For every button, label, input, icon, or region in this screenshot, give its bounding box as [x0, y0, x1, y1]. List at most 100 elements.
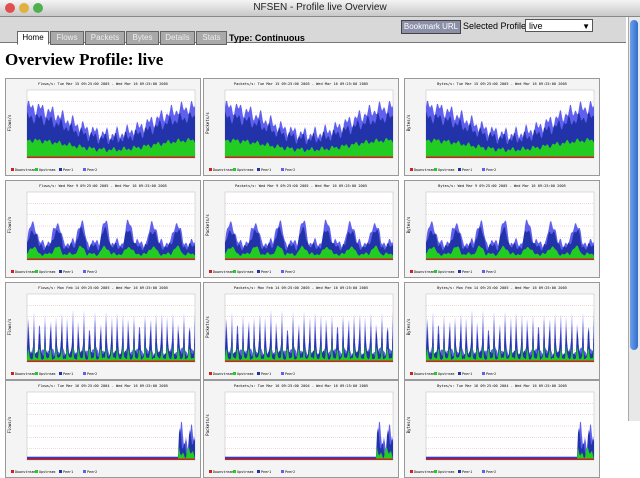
baseline: [225, 360, 393, 362]
graph-thumbnail[interactable]: Flows/s: Tue Mar 16 09:25:00 2004 - Wed …: [5, 380, 201, 478]
legend-swatch: [281, 270, 284, 273]
baseline: [225, 156, 393, 158]
legend-label: Upstream: [39, 270, 55, 274]
legend-label: Downstream: [213, 168, 233, 172]
baseline: [27, 258, 195, 260]
graph-thumbnail[interactable]: Packets/s: Mon Feb 14 09:25:00 2005 - We…: [203, 282, 399, 380]
bookmark-button[interactable]: Bookmark URL: [401, 20, 461, 34]
baseline: [426, 258, 594, 260]
graph-thumbnail[interactable]: Bytes/s: Tue Mar 15 09:25:00 2005 - Wed …: [404, 78, 600, 176]
legend-label: Upstream: [438, 372, 454, 376]
graph-thumbnail[interactable]: Bytes/s: Tue Mar 16 09:25:00 2004 - Wed …: [404, 380, 600, 478]
graph-thumbnail[interactable]: Flows/s: Wed Mar 9 09:25:00 2005 - Wed M…: [5, 180, 201, 278]
legend-label: Downstream: [15, 372, 35, 376]
legend-swatch: [35, 470, 38, 473]
legend-swatch: [281, 470, 284, 473]
profile-select[interactable]: live ▼: [525, 19, 593, 32]
legend-swatch: [59, 168, 62, 171]
scroll-thumb[interactable]: [630, 20, 638, 350]
profile-value: live: [529, 21, 543, 31]
legend-label: Peer1: [261, 372, 271, 376]
baseline: [426, 156, 594, 158]
legend-swatch: [83, 270, 86, 273]
graph-thumbnail[interactable]: Packets/s: Wed Mar 9 09:25:00 2005 - Wed…: [203, 180, 399, 278]
legend-swatch: [458, 470, 461, 473]
legend-label: Peer1: [63, 168, 73, 172]
minimize-button[interactable]: [19, 3, 29, 13]
legend-swatch: [59, 372, 62, 375]
baseline: [225, 458, 393, 460]
y-axis-label: Flows/s: [7, 114, 12, 131]
legend-swatch: [257, 168, 260, 171]
legend-swatch: [482, 270, 485, 273]
profile-label: Selected Profile:: [463, 21, 529, 31]
legend-swatch: [281, 168, 284, 171]
legend-label: Upstream: [39, 470, 55, 474]
tab[interactable]: Bytes: [126, 31, 159, 45]
page-heading: Overview Profile: live: [5, 50, 164, 69]
legend-swatch: [11, 168, 14, 171]
legend-swatch: [434, 270, 437, 273]
panel-title: Flows/s: Tue Mar 16 09:25:00 2004 - Wed …: [38, 384, 168, 388]
baseline: [27, 458, 195, 460]
close-button[interactable]: [5, 3, 15, 13]
legend-swatch: [233, 168, 236, 171]
legend-swatch: [83, 372, 86, 375]
legend-label: Upstream: [438, 270, 454, 274]
panel-title: Flows/s: Wed Mar 9 09:25:00 2005 - Wed M…: [39, 184, 167, 188]
legend-label: Upstream: [39, 168, 55, 172]
legend-label: Peer2: [486, 270, 496, 274]
panel-title: Packets/s: Tue Mar 15 09:25:00 2005 - We…: [234, 82, 368, 86]
legend-swatch: [482, 470, 485, 473]
legend-swatch: [257, 372, 260, 375]
graph-thumbnail[interactable]: Bytes/s: Mon Feb 14 09:25:00 2005 - Wed …: [404, 282, 600, 380]
legend-swatch: [35, 270, 38, 273]
graph-thumbnail[interactable]: Flows/s: Tue Mar 15 09:25:00 2005 - Wed …: [5, 78, 201, 176]
legend-swatch: [11, 270, 14, 273]
tab[interactable]: Stats: [196, 31, 227, 45]
baseline: [426, 360, 594, 362]
legend-swatch: [233, 270, 236, 273]
tab[interactable]: Packets: [85, 31, 125, 45]
y-axis-label: Bytes/s: [406, 318, 411, 335]
panel-title: Bytes/s: Tue Mar 15 09:25:00 2005 - Wed …: [437, 82, 567, 86]
legend-label: Peer2: [285, 270, 295, 274]
legend-swatch: [482, 372, 485, 375]
legend-label: Peer2: [285, 470, 295, 474]
legend-swatch: [458, 372, 461, 375]
panel-title: Flows/s: Mon Feb 14 09:25:00 2005 - Wed …: [38, 286, 168, 290]
legend-swatch: [35, 168, 38, 171]
legend-swatch: [257, 470, 260, 473]
y-axis-label: Flows/s: [7, 416, 12, 433]
legend-label: Peer2: [87, 270, 97, 274]
graph-thumbnail[interactable]: Packets/s: Tue Mar 15 09:25:00 2005 - We…: [203, 78, 399, 176]
legend-swatch: [209, 270, 212, 273]
tab[interactable]: Flows: [50, 31, 84, 45]
zoom-button[interactable]: [33, 3, 43, 13]
graph-thumbnail[interactable]: Bytes/s: Wed Mar 9 09:25:00 2005 - Wed M…: [404, 180, 600, 278]
y-axis-label: Packets/s: [205, 112, 210, 134]
tab[interactable]: Details: [160, 31, 195, 45]
y-axis-label: Packets/s: [205, 316, 210, 338]
legend-label: Downstream: [414, 372, 434, 376]
y-axis-label: Packets/s: [205, 214, 210, 236]
legend-label: Peer1: [63, 470, 73, 474]
legend-swatch: [410, 168, 413, 171]
legend-label: Upstream: [438, 168, 454, 172]
legend-label: Upstream: [438, 470, 454, 474]
y-axis-label: Flows/s: [7, 216, 12, 233]
legend-label: Downstream: [414, 470, 434, 474]
tab[interactable]: Home: [17, 31, 49, 45]
select-arrow: ▼: [582, 22, 590, 31]
legend-label: Peer1: [261, 270, 271, 274]
graph-thumbnail[interactable]: Flows/s: Mon Feb 14 09:25:00 2005 - Wed …: [5, 282, 201, 380]
legend-label: Peer1: [462, 470, 472, 474]
graph-thumbnail[interactable]: Packets/s: Tue Mar 16 09:25:00 2004 - We…: [203, 380, 399, 478]
legend-label: Peer1: [261, 168, 271, 172]
legend-swatch: [233, 470, 236, 473]
legend-label: Peer1: [63, 270, 73, 274]
legend-swatch: [434, 168, 437, 171]
legend-swatch: [209, 168, 212, 171]
panel-title: Bytes/s: Mon Feb 14 09:25:00 2005 - Wed …: [437, 286, 567, 290]
traffic-area: [225, 137, 393, 158]
